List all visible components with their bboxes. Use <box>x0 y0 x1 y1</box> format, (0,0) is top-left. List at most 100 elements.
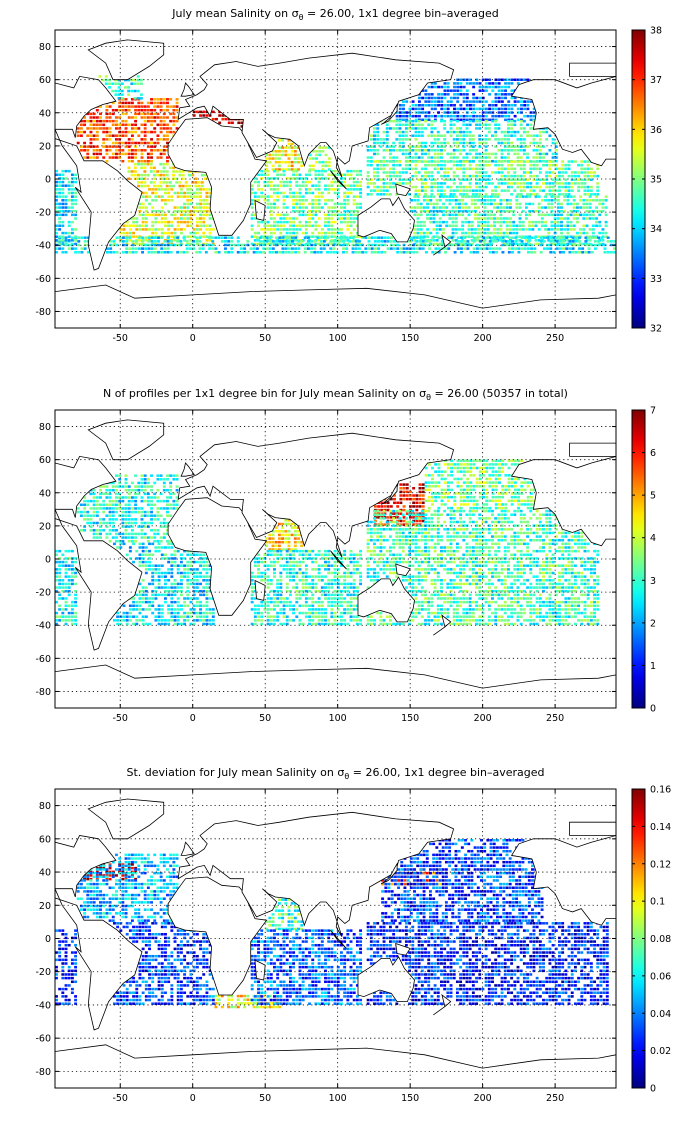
bin-cell <box>108 145 112 148</box>
bin-cell <box>127 525 131 528</box>
bin-cell <box>468 138 472 141</box>
bin-cell <box>588 239 592 242</box>
bin-cell <box>311 199 315 202</box>
bin-cell <box>465 104 469 107</box>
bin-cell <box>153 108 157 112</box>
bin-cell <box>486 224 490 228</box>
bin-cell <box>317 231 321 235</box>
bin-cell <box>317 209 321 213</box>
bin-cell <box>99 485 102 488</box>
bin-cell <box>460 240 463 243</box>
bin-cell <box>524 228 528 231</box>
bin-cell <box>388 171 392 174</box>
bin-cell <box>314 202 318 206</box>
bin-cell <box>456 93 460 96</box>
bin-cell <box>175 170 179 173</box>
bin-cell <box>295 586 299 589</box>
bin-cell <box>284 160 288 164</box>
bin-cell <box>385 182 389 185</box>
bin-cell <box>414 123 418 127</box>
bin-cell <box>160 188 164 191</box>
bin-cell <box>119 231 123 235</box>
bin-cell <box>413 231 417 235</box>
bin-cell <box>236 243 240 247</box>
bin-cell <box>367 236 371 239</box>
bin-cell <box>115 108 118 112</box>
bin-cell <box>468 130 472 134</box>
bin-cell <box>438 195 442 198</box>
bin-cell <box>510 185 514 189</box>
bin-cell <box>198 247 202 250</box>
bin-cell <box>449 96 453 100</box>
bin-cell <box>162 507 166 510</box>
bin-cell <box>380 240 384 243</box>
bin-cell <box>408 152 412 156</box>
bin-cell <box>314 560 318 564</box>
bin-cell <box>481 96 485 100</box>
bin-cell <box>287 243 291 247</box>
bin-cell <box>179 195 183 198</box>
bin-cell <box>304 191 308 195</box>
bin-cell <box>459 182 463 185</box>
bin-cell <box>402 494 406 497</box>
bin-cell <box>159 525 163 528</box>
bin-cell <box>427 160 431 163</box>
bin-cell <box>613 251 616 254</box>
bin-cell <box>379 145 383 148</box>
bin-cell <box>176 220 180 224</box>
bin-cell <box>507 118 511 122</box>
bin-cell <box>314 235 318 238</box>
bin-cell <box>151 206 155 209</box>
bin-cell <box>321 164 325 168</box>
bin-cell <box>133 162 137 166</box>
bin-cell <box>118 141 122 145</box>
bin-cell <box>118 108 122 112</box>
bin-cell <box>480 217 484 220</box>
bin-cell <box>504 93 507 96</box>
bin-cell <box>111 503 115 507</box>
bin-cell <box>55 209 58 213</box>
bin-cell <box>426 217 430 220</box>
bin-cell <box>432 202 436 206</box>
bin-cell <box>484 107 488 111</box>
bin-cell <box>89 156 93 159</box>
bin-cell <box>487 163 491 167</box>
bin-cell <box>108 149 112 152</box>
bin-cell <box>430 141 434 145</box>
bin-cell <box>153 145 157 148</box>
bin-cell <box>443 178 447 182</box>
bin-cell <box>462 96 466 100</box>
bin-cell <box>494 85 498 89</box>
bin-cell <box>288 549 292 553</box>
bin-cell <box>451 239 455 242</box>
bin-cell <box>108 86 111 89</box>
bin-cell <box>524 206 528 209</box>
bin-cell <box>314 184 318 187</box>
bin-cell <box>343 220 347 224</box>
bin-cell <box>398 178 402 182</box>
bin-cell <box>58 209 62 213</box>
bin-cell <box>306 247 310 250</box>
bin-cell <box>89 119 93 123</box>
bin-cell <box>336 180 340 184</box>
bin-cell <box>317 169 321 173</box>
bin-cell <box>516 152 520 156</box>
bin-cell <box>157 188 161 191</box>
bin-cell <box>115 236 119 239</box>
bin-cell <box>105 108 109 112</box>
bin-cell <box>260 611 264 615</box>
bin-cell <box>284 146 288 149</box>
bin-cell <box>266 177 270 180</box>
bin-cell <box>468 182 472 185</box>
region-equatorial-pacific <box>366 160 600 196</box>
bin-cell <box>436 163 440 167</box>
bin-cell <box>483 199 487 202</box>
bin-cell <box>319 251 323 254</box>
bin-cell <box>70 213 74 217</box>
bin-cell <box>137 162 140 166</box>
bin-cell <box>420 189 424 192</box>
land-mass <box>180 82 195 97</box>
bin-cell <box>513 78 517 82</box>
bin-cell <box>105 496 109 499</box>
bin-cell <box>298 604 302 608</box>
